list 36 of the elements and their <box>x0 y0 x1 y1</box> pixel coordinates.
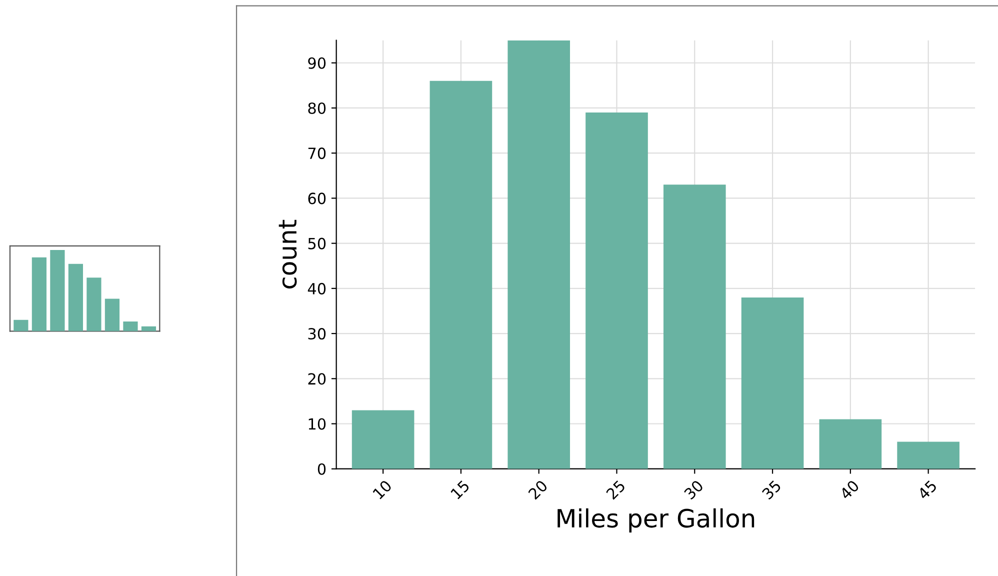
x-tick-label: 10 <box>372 479 392 500</box>
bar <box>741 297 804 469</box>
bar <box>86 278 102 332</box>
bar <box>32 257 46 332</box>
bar <box>123 321 138 332</box>
bar <box>14 320 28 332</box>
x-axis-title: Miles per Gallon <box>558 508 754 533</box>
bar <box>141 326 156 332</box>
y-tick-label: 90 <box>308 57 326 69</box>
y-tick-label: 70 <box>308 148 326 160</box>
bar <box>819 419 882 469</box>
bar <box>68 264 84 332</box>
x-tick-label: 15 <box>450 480 470 500</box>
x-tick-label: 30 <box>684 479 704 500</box>
bar <box>897 442 960 469</box>
y-tick-label: 50 <box>308 238 326 250</box>
bar <box>663 184 726 469</box>
y-tick-label: 20 <box>308 373 326 385</box>
y-tick-label: 80 <box>308 102 326 114</box>
x-tick-label: 45 <box>917 480 938 500</box>
y-tick-label: 60 <box>308 192 326 204</box>
x-tick-label: 35 <box>761 480 782 500</box>
bar <box>352 410 414 469</box>
y-tick-label: 40 <box>308 282 326 294</box>
bar <box>104 298 120 332</box>
y-tick-label: 30 <box>308 328 326 340</box>
y-tick-label: 10 <box>308 418 326 430</box>
bar <box>430 80 492 469</box>
x-tick-label: 20 <box>528 479 548 500</box>
y-tick-label: 0 <box>318 463 326 475</box>
x-tick-label: 40 <box>839 479 860 500</box>
x-tick-label: 25 <box>606 480 626 500</box>
bar <box>50 250 65 332</box>
bar <box>508 40 570 469</box>
bar <box>586 112 648 469</box>
y-axis-title: count <box>278 220 297 288</box>
